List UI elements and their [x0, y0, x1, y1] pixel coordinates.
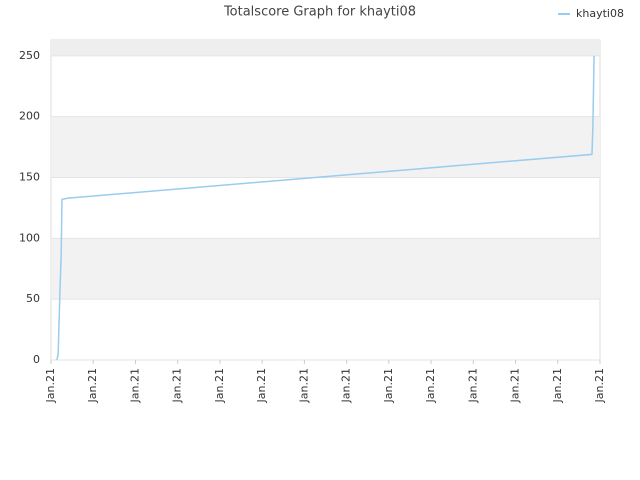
- x-tick-label: Jan.21: [593, 368, 606, 403]
- plot-area: [50, 39, 601, 361]
- band: [51, 116, 600, 178]
- x-tick-label: Jan.21: [551, 368, 564, 403]
- x-tick-label: Jan.21: [171, 368, 184, 403]
- x-tick-label: Jan.21: [255, 368, 268, 403]
- x-tick-label: Jan.21: [340, 368, 353, 403]
- legend-label: khayti08: [576, 7, 624, 20]
- x-tick-label: Jan.21: [424, 368, 437, 403]
- y-tick-label: 250: [19, 49, 40, 62]
- x-tick-label: Jan.21: [44, 368, 57, 403]
- x-tick-label: Jan.21: [128, 368, 141, 403]
- band: [51, 238, 600, 300]
- x-tick-label: Jan.21: [297, 368, 310, 403]
- x-tick-label: Jan.21: [213, 368, 226, 403]
- data-line: [56, 55, 595, 361]
- band: [51, 40, 600, 56]
- x-tick-label: Jan.21: [382, 368, 395, 403]
- y-tick-label: 100: [19, 231, 40, 244]
- y-tick-label: 200: [19, 110, 40, 123]
- y-tick-label: 50: [26, 292, 40, 305]
- x-tick-label: Jan.21: [86, 368, 99, 403]
- x-tick-label: Jan.21: [466, 368, 479, 403]
- y-tick-label: 0: [33, 353, 40, 366]
- x-tick-label: Jan.21: [509, 368, 522, 403]
- chart-title: Totalscore Graph for khayti08: [223, 5, 416, 20]
- y-tick-label: 150: [19, 170, 40, 183]
